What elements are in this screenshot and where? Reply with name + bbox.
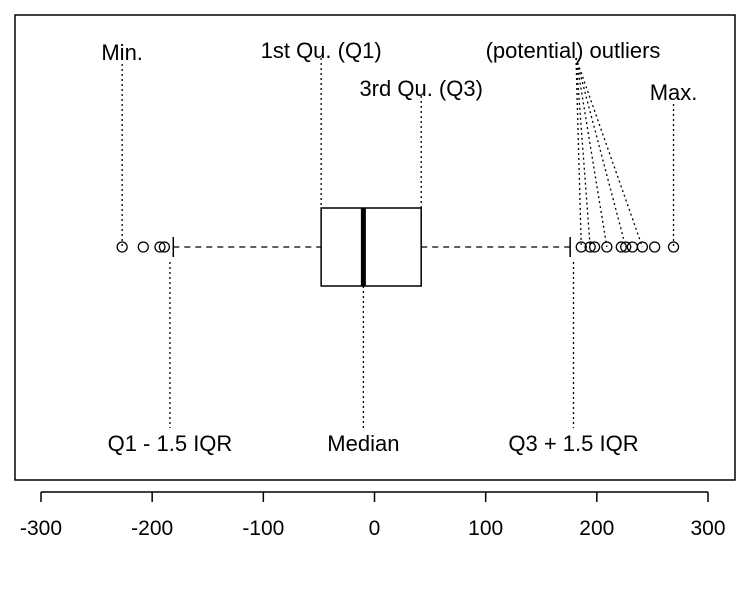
median-label: Median [327, 431, 399, 456]
outlier-point [636, 241, 649, 253]
outlier-leader-line [575, 57, 582, 248]
lower-fence-label: Q1 - 1.5 IQR [108, 431, 233, 456]
outlier-point [588, 241, 601, 253]
outlier-leader-line [575, 57, 591, 248]
plot-frame [14, 14, 736, 481]
x-tick-label: -200 [131, 517, 173, 540]
outliers-label: (potential) outliers [486, 38, 661, 63]
annotation-labels: Min. 1st Qu. (Q1) 3rd Qu. (Q3) Max. (potenti… [101, 38, 697, 456]
x-axis: -300 -200 -100 0 100 200 300 [20, 491, 726, 540]
box [320, 207, 422, 287]
x-tick-label: 100 [468, 517, 503, 540]
x-tick-label: -300 [20, 517, 62, 540]
outlier-point [615, 241, 627, 253]
x-tick-label: -100 [242, 517, 284, 540]
upper-fence-label: Q3 + 1.5 IQR [508, 431, 638, 456]
x-tick-label: 200 [579, 517, 614, 540]
outlier-point [620, 241, 632, 253]
x-tick-label: 0 [369, 517, 381, 540]
outlier-point [158, 241, 171, 253]
q1-label: 1st Qu. (Q1) [261, 38, 382, 63]
outlier-point [626, 241, 639, 253]
outlier-leader-line [575, 57, 608, 248]
outlier-point [116, 241, 128, 253]
outlier-point [584, 241, 596, 253]
q3-label: 3rd Qu. (Q3) [359, 76, 482, 101]
annotation-leader-lines [121, 57, 675, 428]
outlier-point [648, 241, 661, 253]
outlier-point [667, 241, 680, 253]
outlier-leader-line [575, 57, 627, 248]
outlier-point [154, 241, 166, 253]
outlier-point [601, 241, 613, 253]
min-label: Min. [101, 40, 143, 65]
whiskers [172, 237, 571, 257]
x-tick-label: 300 [690, 517, 725, 540]
outlier-point [575, 241, 587, 253]
outliers [116, 241, 680, 253]
max-label: Max. [650, 80, 698, 105]
outlier-leader-line [575, 57, 644, 248]
iqr-box [320, 207, 422, 287]
outlier-point [137, 241, 149, 253]
